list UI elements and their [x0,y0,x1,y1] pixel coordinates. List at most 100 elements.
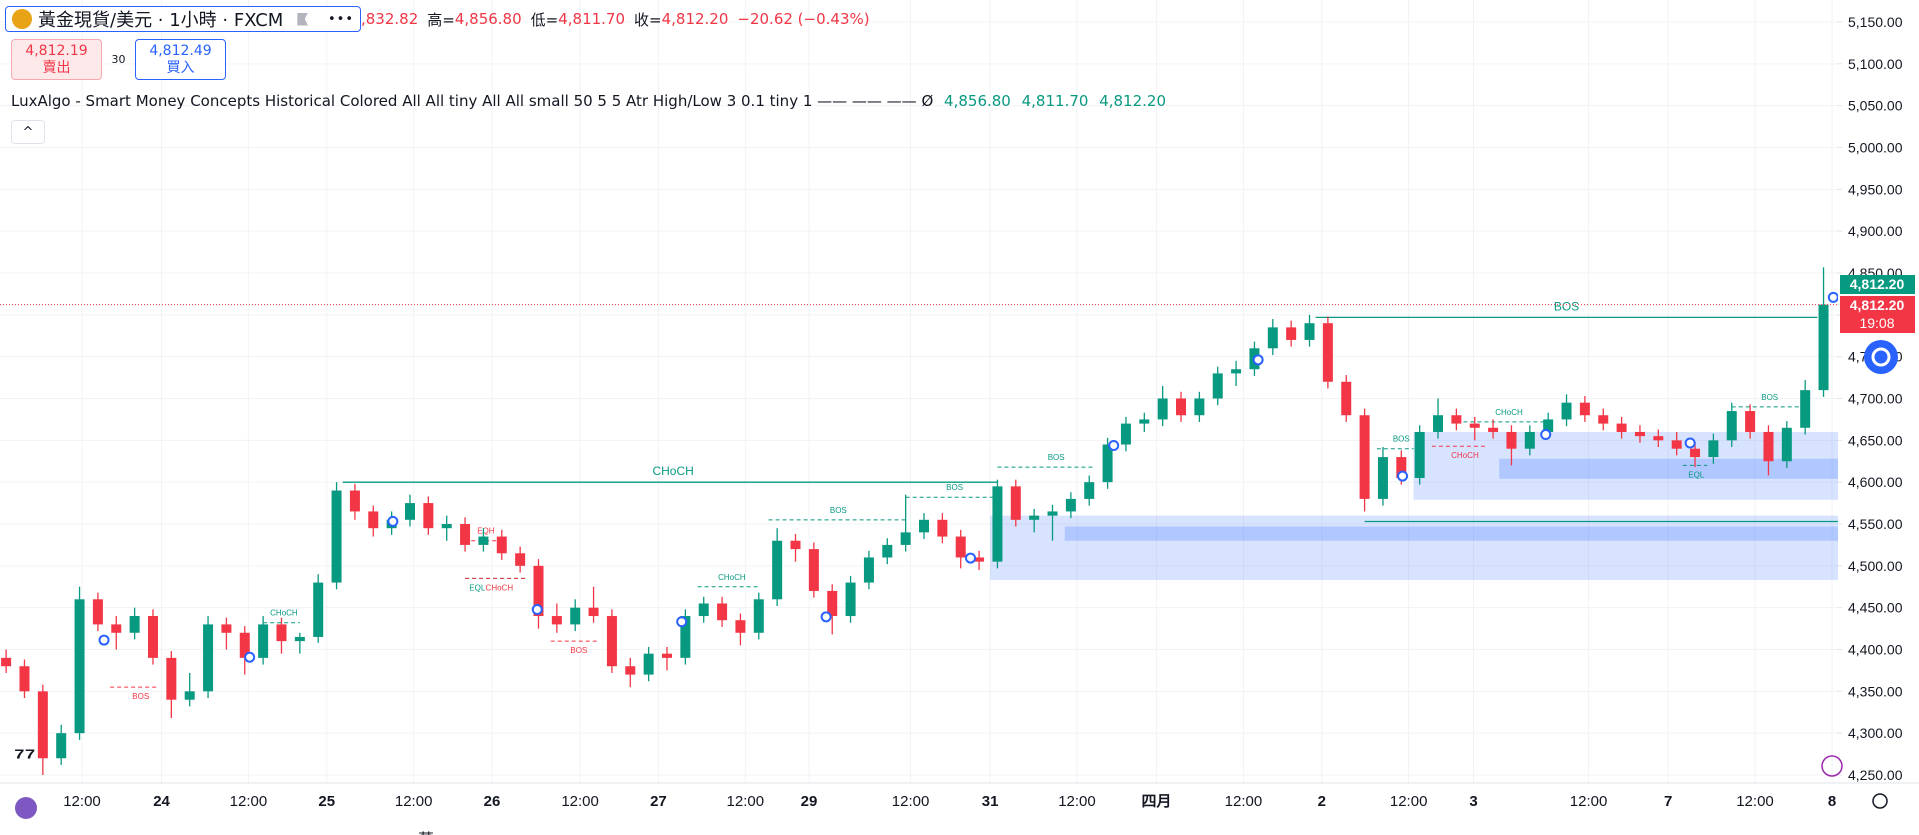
symbol-box[interactable]: 黃金現貨/美元 · 1小時 · FXCM ••• [5,6,361,32]
indicator-name: LuxAlgo - Smart Money Concepts Historica… [11,92,934,110]
y-tick-label: 4,300.00 [1848,725,1903,741]
candle-body [1341,381,1352,416]
structure-label: EQH [477,527,495,536]
candles [1,267,1829,775]
candle-body [258,624,269,658]
signal-marker [1540,428,1552,440]
signal-marker [820,611,832,623]
structure-label: BOS [946,483,963,492]
candle-body [313,582,324,637]
candle-body [845,582,856,617]
candle-body [1524,431,1535,449]
candle-body [129,616,140,633]
y-tick-label: 4,700.00 [1848,391,1903,407]
candle-body [625,666,636,675]
candle-body [1322,323,1333,382]
candle-body [1029,515,1040,520]
marker-label: 4,812.20 [1850,276,1905,292]
candle-body [1451,415,1462,424]
candle-body [680,616,691,658]
candle-body [37,691,48,759]
candle-body [441,524,452,529]
buy-button[interactable]: 4,812.49 買入 [135,39,226,80]
candle-body [533,565,544,617]
candle-body [808,549,819,591]
x-tick-label: 27 [650,793,667,810]
candle-body [1047,511,1058,516]
candle-body [1469,423,1480,428]
candle-body [1579,402,1590,416]
candle-body [1010,486,1021,520]
x-tick-label: 12:00 [1225,793,1263,810]
candle-body [1157,398,1168,420]
candle-body [570,607,581,625]
candle-body [1671,440,1682,449]
signal-marker [1827,291,1839,303]
y-tick-label: 4,550.00 [1848,516,1903,532]
structure-label: BOS [1393,435,1410,444]
order-block [990,515,1839,581]
indicator-legend[interactable]: LuxAlgo - Smart Money Concepts Historica… [11,92,1166,110]
candle-body [1543,419,1554,432]
candle-body [331,490,342,583]
structure-label: CHoCH [270,609,298,618]
signal-marker [965,552,977,564]
signal-marker [676,616,688,628]
candle-body [184,691,195,700]
candle-body [1561,402,1572,420]
candle-body [1708,440,1719,458]
collapse-button[interactable]: ^ [11,120,45,144]
candle-body [147,616,158,658]
candle-body [717,603,728,621]
structure-label: BOS [1761,393,1778,402]
x-tick-label: 31 [982,793,999,810]
structure-label: BOS [132,692,149,701]
brain-icon[interactable] [15,797,37,819]
y-tick-label: 5,100.00 [1848,56,1903,72]
candle-body [882,544,893,558]
candle-body [1433,415,1444,432]
indicator-value: 4,812.20 [1099,92,1166,110]
assistant-button[interactable] [1864,340,1898,374]
flag-icon[interactable] [297,12,308,26]
candle-body [1488,427,1499,432]
x-tick-label: 3 [1469,793,1477,810]
y-tick-label: 4,650.00 [1848,432,1903,448]
candle-body [1653,436,1664,441]
tv-logo: ⁷⁷ [14,741,35,771]
candle-body [349,490,360,512]
structure-label: CHoCH [718,573,746,582]
structure-label: EQL [1688,470,1705,479]
candle-body [276,624,287,642]
candle-body [1120,423,1131,445]
sell-button[interactable]: 4,812.19 賣出 [11,39,102,80]
candle-body [643,653,654,675]
more-button[interactable]: ••• [327,11,354,27]
candle-body [698,603,709,617]
candle-body [1616,423,1627,432]
candle-body [1139,419,1150,424]
candle-body [790,540,801,550]
y-tick-label: 4,900.00 [1848,223,1903,239]
candle-body [1194,398,1205,416]
candle-body [551,616,562,625]
candle-body [1598,415,1609,424]
x-tick-label: 24 [153,793,170,810]
candle-body [735,620,746,633]
last-price-label: 4,812.20 [1850,297,1905,313]
candle-body [974,557,985,562]
symbol-title[interactable]: 黃金現貨/美元 · 1小時 · FXCM [38,10,284,31]
y-tick-label: 5,150.00 [1848,14,1903,30]
candle-body [1781,427,1792,462]
x-tick-label: 12:00 [561,793,599,810]
y-tick-label: 4,250.00 [1848,767,1903,783]
x-tick-label: 12:00 [727,793,765,810]
candle-body [111,624,122,633]
close-label: 收= [634,10,662,29]
candle-body [166,657,177,700]
x-tick-label: 25 [318,793,335,810]
candle-body [919,519,930,533]
settings-icon[interactable] [1872,793,1888,809]
candle-body [1414,431,1425,478]
